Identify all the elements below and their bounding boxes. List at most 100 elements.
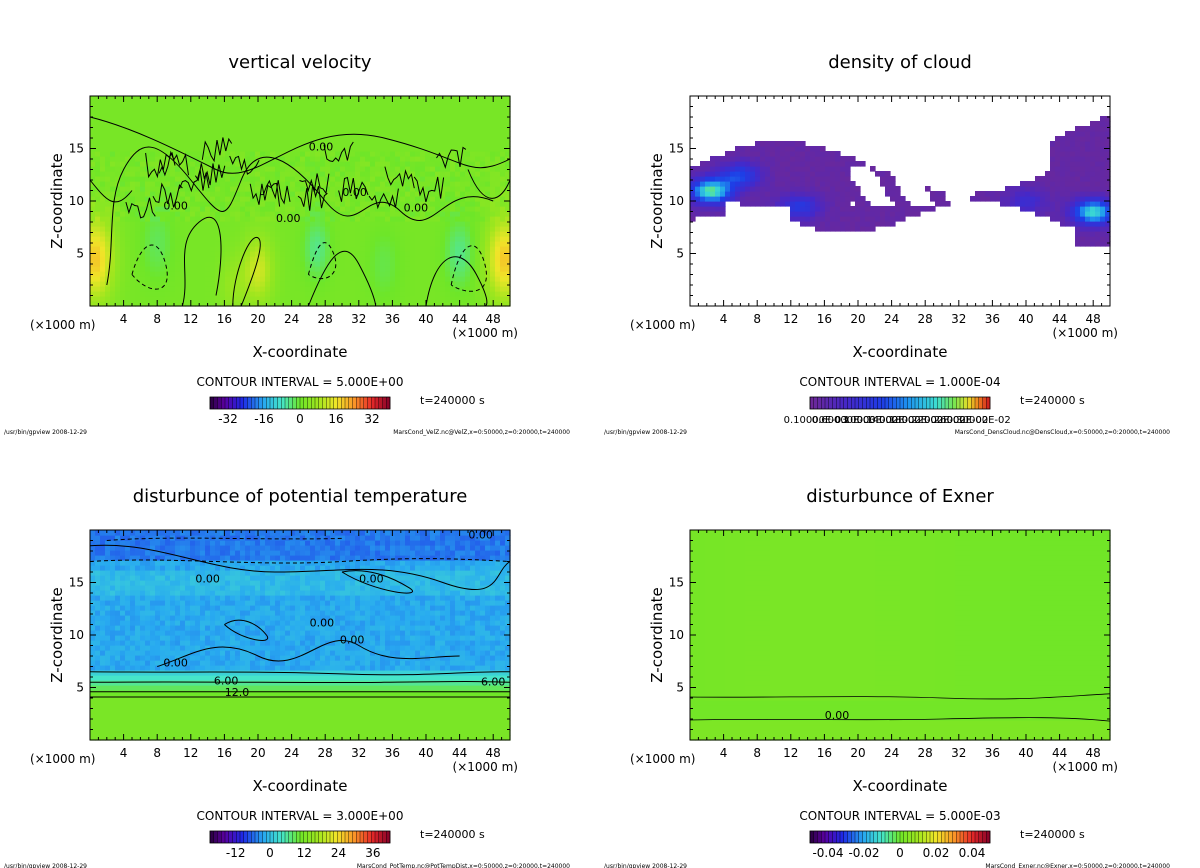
chart1-field-cell <box>215 161 221 167</box>
chart2-field-cell <box>1080 241 1086 247</box>
chart1-field-cell <box>365 291 371 297</box>
chart1-field-cell <box>140 186 146 192</box>
chart1-field-cell <box>460 266 466 272</box>
chart1-field-cell <box>430 186 436 192</box>
chart1-field-cell <box>335 156 341 162</box>
chart1-field-cell <box>160 251 166 257</box>
chart3-panel: disturbunce of potential temperature0.00… <box>4 486 570 868</box>
chart2-field-cell <box>1085 151 1091 157</box>
chart1-field-cell <box>240 111 246 117</box>
chart2-field-cell <box>1050 191 1056 197</box>
chart1-field-cell <box>290 216 296 222</box>
chart2-field-cell <box>1035 186 1041 192</box>
chart1-field-cell <box>295 196 301 202</box>
chart1-field-cell <box>390 106 396 112</box>
chart1-field-cell <box>485 256 491 262</box>
chart1-field-cell <box>310 206 316 212</box>
chart1-field-cell <box>400 161 406 167</box>
chart1-field-cell <box>430 201 436 207</box>
chart1-field-cell <box>410 246 416 252</box>
chart1-field-cell <box>300 131 306 137</box>
chart1-field-cell <box>170 221 176 227</box>
chart1-field-cell <box>265 291 271 297</box>
chart1-field-cell <box>220 131 226 137</box>
chart1-field-cell <box>420 176 426 182</box>
chart1-field-cell <box>210 126 216 132</box>
chart1-field-cell <box>265 131 271 137</box>
chart1-field-cell <box>405 131 411 137</box>
chart1-field-cell <box>505 301 511 307</box>
chart2-field-cell <box>1015 186 1021 192</box>
chart1-field-cell <box>315 136 321 142</box>
chart1-field-cell <box>300 176 306 182</box>
chart2-field-cell <box>825 171 831 177</box>
chart1-field-cell <box>415 261 421 267</box>
chart1-field-cell <box>335 116 341 122</box>
chart2-field-cell <box>1105 241 1111 247</box>
chart2-field-cell <box>1040 206 1046 212</box>
chart1-field-cell <box>260 241 266 247</box>
chart1-field-cell <box>90 226 96 232</box>
chart1-field-cell <box>435 296 441 302</box>
chart1-field-cell <box>435 161 441 167</box>
chart1-field-cell <box>240 146 246 152</box>
chart1-field-cell <box>350 231 356 237</box>
chart1-field-cell <box>370 271 376 277</box>
chart1-field-cell <box>315 276 321 282</box>
chart2-field-cell <box>1050 166 1056 172</box>
chart1-field-cell <box>465 161 471 167</box>
chart1-field-cell <box>105 166 111 172</box>
chart1-field-cell <box>480 156 486 162</box>
chart2-field-cell <box>710 156 716 162</box>
chart1-field-cell <box>495 136 501 142</box>
chart1-field-cell <box>310 251 316 257</box>
chart1-field-cell <box>355 126 361 132</box>
chart2-field-cell <box>735 171 741 177</box>
chart1-field-cell <box>495 151 501 157</box>
chart2-field-cell <box>780 181 786 187</box>
chart1-field-cell <box>405 281 411 287</box>
chart1-field-cell <box>205 256 211 262</box>
chart1-field-cell <box>490 151 496 157</box>
chart1-field-cell <box>285 121 291 127</box>
chart1-field-cell <box>200 141 206 147</box>
chart1-field-cell <box>395 246 401 252</box>
chart1-field-cell <box>175 121 181 127</box>
chart1-field-cell <box>435 241 441 247</box>
chart1-field-cell <box>265 176 271 182</box>
chart2-field-cell <box>760 171 766 177</box>
chart1-field-cell <box>255 186 261 192</box>
chart1-field-cell <box>385 216 391 222</box>
chart1-field-cell <box>140 286 146 292</box>
chart1-field-cell <box>175 116 181 122</box>
chart2-field-cell <box>1095 156 1101 162</box>
chart1-field-cell <box>160 211 166 217</box>
chart2-field-cell <box>865 206 871 212</box>
chart1-field-cell <box>360 176 366 182</box>
chart2-field-cell <box>765 141 771 147</box>
chart3-field-cell <box>90 640 96 646</box>
chart1-field-cell <box>110 221 116 227</box>
chart1-colorbar-swatch <box>300 397 305 409</box>
chart2-field-cell <box>1040 186 1046 192</box>
chart1-field-cell <box>385 146 391 152</box>
chart1-field-cell <box>275 171 281 177</box>
chart1-field-cell <box>150 96 156 102</box>
chart2-field-cell <box>740 166 746 172</box>
chart2-field-cell <box>1090 186 1096 192</box>
chart1-field-cell <box>165 121 171 127</box>
chart2-field-cell <box>1060 146 1066 152</box>
chart1-field-cell <box>245 281 251 287</box>
chart1-field-cell <box>375 196 381 202</box>
chart1-field-cell <box>300 251 306 257</box>
chart2-field-cell <box>750 146 756 152</box>
chart1-ytick-label: 10 <box>69 194 84 208</box>
chart1-field-cell <box>275 131 281 137</box>
chart1-field-cell <box>255 136 261 142</box>
chart1-field-cell <box>405 291 411 297</box>
chart1-field-cell <box>285 161 291 167</box>
chart1-field-cell <box>210 241 216 247</box>
chart1-field-cell <box>495 281 501 287</box>
chart1-field-cell <box>290 231 296 237</box>
chart2-field-cell <box>1065 146 1071 152</box>
